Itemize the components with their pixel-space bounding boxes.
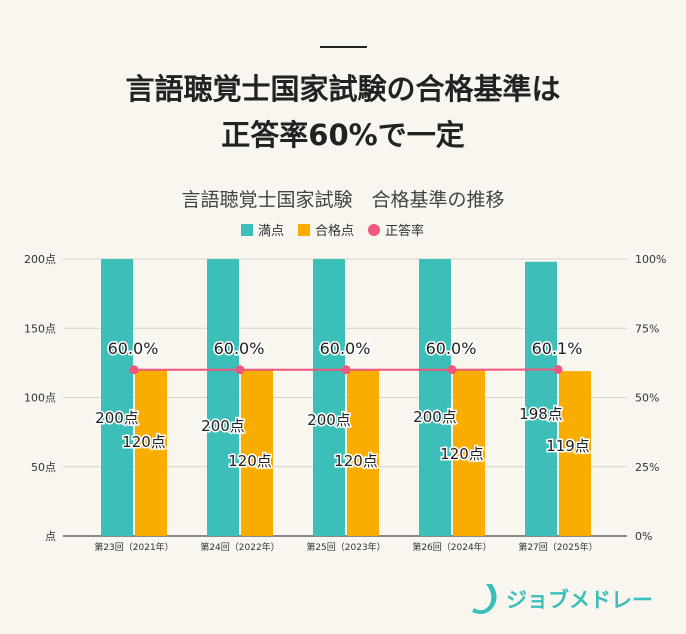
bar-full-score <box>419 259 451 536</box>
legend-swatch-0 <box>241 224 253 236</box>
point-pass-rate <box>235 365 245 375</box>
point-label-pass-rate: 60.0% <box>320 339 371 358</box>
logo: ジョブメドレー <box>468 582 653 616</box>
bar-label-full: 198点 <box>519 405 563 423</box>
y-left-tick: 200点 <box>24 253 56 266</box>
x-tick: 第25回（2023年） <box>306 541 385 553</box>
headline-line-2: 正答率60%で一定 <box>221 118 465 152</box>
bar-pass-score <box>241 369 273 536</box>
y-right-tick: 50% <box>635 392 659 405</box>
chart-title: 言語聴覚士国家試験 合格基準の推移 <box>181 189 504 211</box>
point-pass-rate <box>447 365 457 375</box>
bar-label-full: 200点 <box>201 417 245 435</box>
title-rule <box>320 46 367 48</box>
point-label-pass-rate: 60.0% <box>426 339 477 358</box>
y-right-tick: 25% <box>635 461 659 474</box>
point-label-pass-rate: 60.0% <box>108 339 159 358</box>
y-right-tick: 0% <box>635 530 652 543</box>
y-left-tick: 150点 <box>24 322 56 335</box>
bar-full-score <box>313 259 345 536</box>
y-right-tick: 100% <box>635 253 666 266</box>
y-left-tick: 点 <box>45 530 56 543</box>
point-label-pass-rate: 60.1% <box>532 339 583 358</box>
legend-swatch-2 <box>368 224 380 236</box>
headline: 言語聴覚士国家試験の合格基準は 正答率60%で一定 <box>0 66 686 158</box>
bar-full-score <box>101 259 133 536</box>
headline-line-1: 言語聴覚士国家試験の合格基準は <box>125 72 561 106</box>
legend-swatch-1 <box>298 224 310 236</box>
legend-label-1: 合格点 <box>315 223 354 239</box>
logo-text: ジョブメドレー <box>506 588 653 612</box>
bar-pass-score <box>135 369 167 536</box>
bar-full-score <box>525 261 557 536</box>
legend-label-0: 満点 <box>258 224 284 239</box>
bar-label-pass: 120点 <box>440 445 484 463</box>
x-tick: 第24回（2022年） <box>200 541 279 553</box>
x-tick: 第26回（2024年） <box>412 541 491 553</box>
x-tick: 第27回（2025年） <box>518 541 597 553</box>
logo-mark-icon <box>472 584 497 614</box>
y-left-tick: 100点 <box>24 392 56 405</box>
bar-label-full: 200点 <box>413 408 457 426</box>
legend-label-2: 正答率 <box>385 223 424 239</box>
bar-pass-score <box>347 369 379 536</box>
bar-label-pass: 120点 <box>334 452 378 470</box>
bar-label-pass: 120点 <box>122 433 166 451</box>
bar-label-full: 200点 <box>95 409 139 427</box>
y-right-tick: 75% <box>635 322 659 335</box>
x-tick: 第23回（2021年） <box>94 541 173 553</box>
bar-label-pass: 119点 <box>546 437 590 455</box>
bar-pass-score <box>453 369 485 536</box>
bar-full-score <box>207 259 239 536</box>
point-pass-rate <box>341 365 351 375</box>
bar-pass-score <box>559 371 591 536</box>
point-pass-rate <box>129 365 139 375</box>
point-label-pass-rate: 60.0% <box>214 339 265 358</box>
point-pass-rate <box>553 365 563 375</box>
bar-label-full: 200点 <box>307 411 351 429</box>
y-left-tick: 50点 <box>31 461 56 474</box>
bar-label-pass: 120点 <box>228 452 272 470</box>
